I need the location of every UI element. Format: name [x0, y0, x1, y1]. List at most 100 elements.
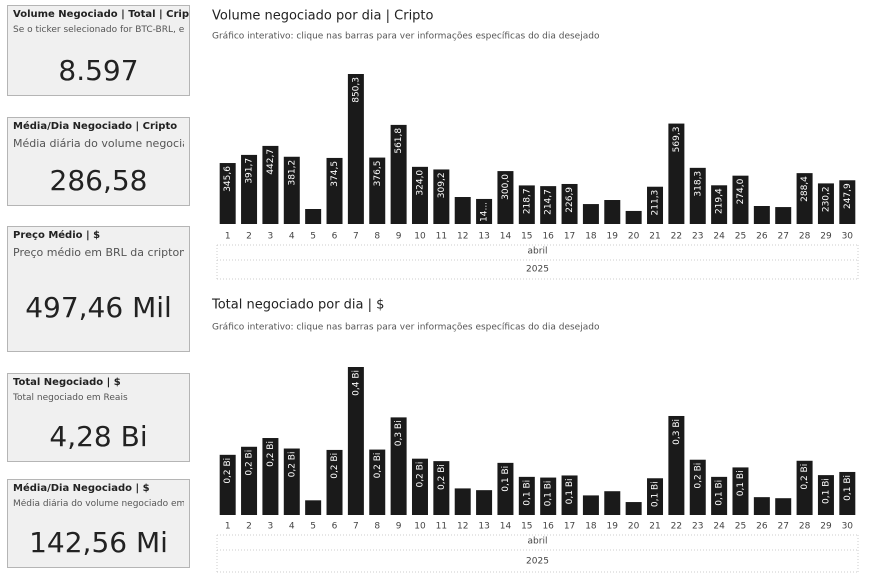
bar[interactable] — [796, 460, 813, 515]
bar[interactable] — [369, 449, 386, 515]
bar[interactable] — [326, 157, 343, 224]
bar[interactable] — [540, 477, 557, 515]
x-tick-label: 22 — [671, 522, 682, 532]
bar[interactable] — [283, 156, 300, 224]
bar[interactable] — [305, 500, 322, 515]
bar[interactable] — [561, 183, 578, 224]
x-tick-label: 23 — [692, 232, 703, 242]
bar[interactable] — [604, 200, 621, 224]
bar[interactable] — [689, 459, 706, 515]
x-tick-label: 6 — [332, 522, 338, 532]
bar[interactable] — [347, 74, 364, 224]
bar[interactable] — [241, 154, 258, 224]
bar[interactable] — [390, 417, 407, 515]
bar[interactable] — [262, 145, 279, 224]
bar[interactable] — [476, 198, 493, 224]
bar[interactable] — [839, 180, 856, 224]
bar[interactable] — [454, 488, 471, 515]
bar[interactable] — [689, 167, 706, 224]
bar[interactable] — [497, 171, 514, 224]
bar[interactable] — [625, 502, 642, 515]
data-label: 274,0 — [736, 178, 746, 204]
bar[interactable] — [775, 207, 792, 224]
bar[interactable] — [668, 415, 685, 515]
bar[interactable] — [497, 462, 514, 515]
bar[interactable] — [283, 448, 300, 515]
bar[interactable] — [817, 475, 834, 515]
bar[interactable] — [433, 461, 450, 515]
bar[interactable] — [518, 476, 535, 515]
x-tick-label: 7 — [353, 522, 359, 532]
bar[interactable] — [219, 454, 236, 515]
bar[interactable] — [219, 163, 236, 224]
x-tick-label: 20 — [628, 232, 640, 242]
x-tick-label: 10 — [414, 522, 426, 532]
bar[interactable] — [390, 124, 407, 224]
bar[interactable] — [625, 210, 642, 224]
x-tick-label: 15 — [521, 232, 532, 242]
bar[interactable] — [561, 475, 578, 515]
bar[interactable] — [347, 367, 364, 515]
x-tick-label: 6 — [332, 232, 338, 242]
bar[interactable] — [732, 467, 749, 515]
data-label: 214,7 — [544, 189, 554, 215]
bar[interactable] — [326, 449, 343, 515]
card-value: 286,58 — [49, 164, 148, 197]
x-tick-label: 17 — [564, 232, 575, 242]
x-tick-label: 30 — [842, 522, 854, 532]
x-tick-label: 5 — [310, 522, 316, 532]
x-tick-label: 2 — [246, 232, 252, 242]
data-label: 561,8 — [394, 128, 404, 154]
bar[interactable] — [305, 209, 322, 224]
x-tick-label: 1 — [225, 232, 231, 242]
x-tick-label: 17 — [564, 522, 575, 532]
bar[interactable] — [241, 446, 258, 515]
bar[interactable] — [582, 204, 599, 224]
bar[interactable] — [540, 186, 557, 224]
x-tick-label: 30 — [842, 232, 854, 242]
bar[interactable] — [454, 197, 471, 224]
bar[interactable] — [711, 476, 728, 515]
bar[interactable] — [711, 185, 728, 224]
x-tick-label: 5 — [310, 232, 316, 242]
bar[interactable] — [476, 490, 493, 515]
bar[interactable] — [732, 175, 749, 224]
card-value: 8.597 — [58, 54, 139, 87]
data-label: 211,3 — [651, 190, 661, 216]
data-label: 569,3 — [672, 127, 682, 153]
bar[interactable] — [582, 495, 599, 515]
card-subtitle: Média diária do volume negocia... — [13, 137, 184, 150]
x-axis-month: abril — [528, 247, 548, 257]
bar[interactable] — [647, 186, 664, 224]
bar[interactable] — [753, 206, 770, 224]
bar[interactable] — [262, 438, 279, 515]
bar[interactable] — [775, 498, 792, 515]
x-tick-label: 13 — [478, 232, 489, 242]
x-tick-label: 21 — [649, 522, 660, 532]
bar[interactable] — [796, 173, 813, 224]
data-label: 0,2 Bi — [245, 450, 255, 476]
data-label: 0,2 Bi — [437, 464, 447, 490]
bar[interactable] — [817, 183, 834, 224]
bar[interactable] — [411, 166, 428, 224]
bar[interactable] — [411, 458, 428, 515]
x-tick-label: 23 — [692, 522, 703, 532]
bar[interactable] — [647, 478, 664, 515]
bar[interactable] — [518, 185, 535, 224]
data-label: 0,2 Bi — [330, 453, 340, 479]
x-tick-label: 16 — [542, 232, 554, 242]
bar[interactable] — [668, 123, 685, 224]
bar[interactable] — [369, 157, 386, 224]
data-label: 0,3 Bi — [394, 420, 404, 446]
bar[interactable] — [604, 491, 621, 515]
bar[interactable] — [753, 497, 770, 515]
bar[interactable] — [839, 471, 856, 515]
x-axis-year: 2025 — [526, 557, 549, 567]
bar[interactable] — [433, 169, 450, 224]
x-tick-label: 16 — [542, 522, 554, 532]
data-label: 0,2 Bi — [223, 458, 233, 484]
card-value: 497,46 Mil — [25, 291, 172, 324]
card-subtitle: Preço médio em BRL da criptom... — [13, 246, 184, 259]
